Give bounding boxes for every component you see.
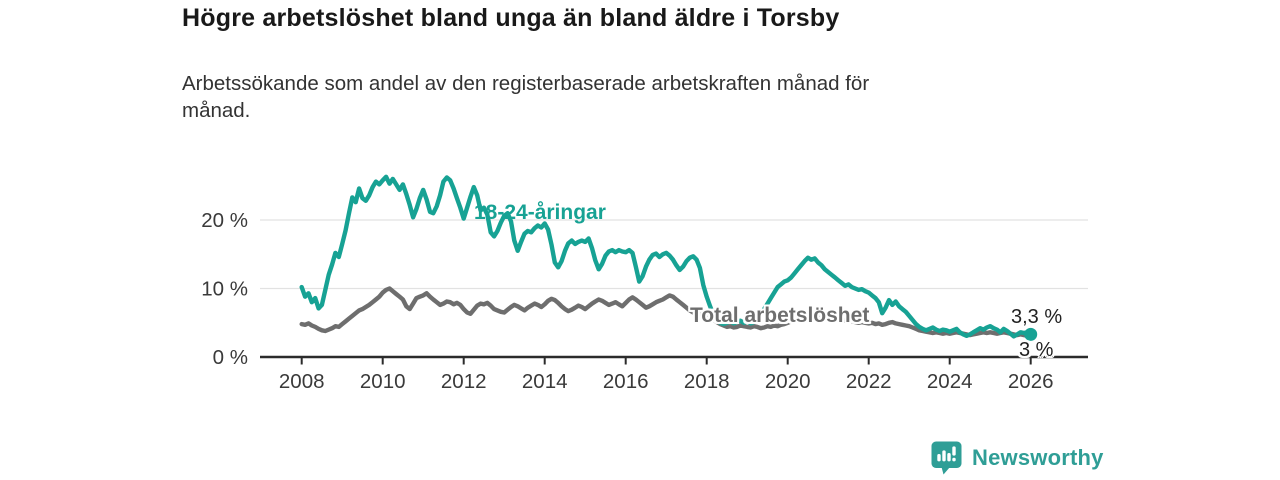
chart-title: Högre arbetslöshet bland unga än bland ä… xyxy=(182,4,840,32)
y-tick-label: 20 % xyxy=(201,209,248,232)
series-label-total: Total arbetslöshet xyxy=(690,304,870,327)
series-line-1 xyxy=(299,174,1033,339)
x-tick-label: 2020 xyxy=(765,370,811,393)
chart-subtitle-line2: månad. xyxy=(182,99,251,122)
series-line-0 xyxy=(299,286,1033,339)
x-tick-label: 2012 xyxy=(441,370,487,393)
end-value-youth: 3,3 % xyxy=(1011,306,1063,328)
x-tick-label: 2026 xyxy=(1008,370,1054,393)
x-tick-label: 2018 xyxy=(684,370,730,393)
x-tick-label: 2022 xyxy=(846,370,892,393)
chart-subtitle: Arbetssökande som andel av den registerb… xyxy=(182,70,869,124)
series-end-dot-1 xyxy=(1024,327,1038,341)
x-tick-label: 2010 xyxy=(360,370,406,393)
newsworthy-logo-icon xyxy=(931,441,962,475)
x-tick-label: 2016 xyxy=(603,370,649,393)
chart-subtitle-line1: Arbetssökande som andel av den registerb… xyxy=(182,72,870,95)
x-tick-label: 2008 xyxy=(279,370,325,393)
end-value-total: 3 % xyxy=(1019,339,1054,361)
newsworthy-logo-text: Newsworthy xyxy=(972,445,1104,470)
y-tick-label: 10 % xyxy=(201,278,248,301)
x-tick-label: 2014 xyxy=(522,370,568,393)
newsworthy-logo[interactable]: Newsworthy xyxy=(931,441,1104,475)
y-tick-label: 0 % xyxy=(213,346,248,369)
series-label-youth: 18-24-åringar xyxy=(474,201,606,224)
x-tick-label: 2024 xyxy=(927,370,973,393)
